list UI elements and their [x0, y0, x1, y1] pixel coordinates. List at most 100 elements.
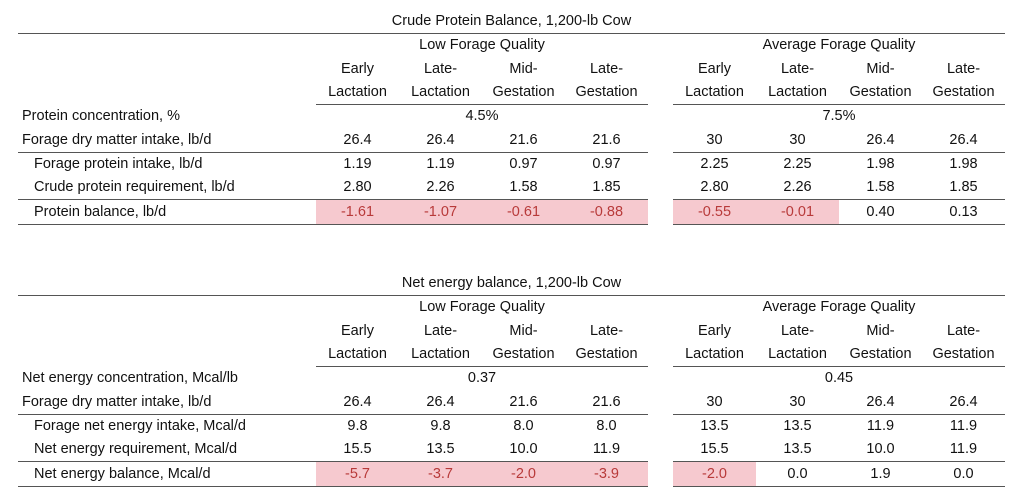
gap-cell	[648, 200, 673, 224]
value-cell: 8.0	[513, 417, 534, 434]
gap-cell	[648, 438, 673, 462]
table-row: Net energy balance, Mcal/d -5.7 -3.7 -2.0 -3…	[18, 461, 1005, 487]
column-header: Lactation	[673, 342, 756, 368]
value-cell: 30	[756, 390, 839, 415]
table-row: Forage dry matter intake, lb/d 26.4 26.4 21…	[18, 390, 1005, 415]
value-cell: 9.8	[430, 417, 451, 434]
value-cell: 1.19	[426, 155, 455, 172]
gap-cell	[648, 128, 673, 152]
gap-cell	[648, 296, 673, 320]
value-cell: 30	[756, 128, 839, 153]
value-cell: 21.6	[482, 390, 565, 415]
column-header: Lactation	[673, 80, 756, 106]
deficit-value-cell: -2.0	[673, 461, 756, 487]
column-header: Late-	[423, 60, 458, 77]
value-cell: 0.97	[509, 155, 538, 172]
value-cell: 0.0	[922, 461, 1005, 487]
column-header: Late-	[780, 322, 815, 339]
column-header: Mid-	[866, 60, 895, 77]
value-cell: 26.4	[316, 128, 399, 153]
column-header: Late-	[423, 322, 458, 339]
value-cell: 15.5	[316, 438, 399, 463]
gap-cell	[648, 390, 673, 414]
gap-cell	[648, 105, 673, 129]
value-cell: 9.8	[347, 417, 368, 434]
column-header: Gestation	[839, 80, 922, 106]
deficit-value-cell: -0.01	[756, 199, 839, 225]
column-header-row: Early Late- Mid- Late- Early Late- Mid- Late-	[18, 320, 1005, 343]
column-header-row: Lactation Lactation Gestation Gestation Lact…	[18, 342, 1005, 368]
concentration-value: 7.5%	[822, 108, 856, 125]
deficit-value-cell: -0.61	[482, 199, 565, 225]
gap-cell	[648, 367, 673, 391]
column-header: Late-	[946, 60, 981, 77]
value-cell: 0.40	[839, 199, 922, 225]
empty-cell	[18, 320, 316, 343]
value-cell: 26.4	[922, 390, 1005, 415]
empty-cell	[18, 58, 316, 81]
group-header: Low Forage Quality	[419, 37, 545, 54]
empty-cell	[18, 81, 316, 105]
value-cell: 8.0	[596, 417, 617, 434]
column-header: Late-	[589, 60, 624, 77]
column-header: Lactation	[399, 80, 482, 106]
column-header: Early	[340, 322, 375, 339]
table-title: Net energy balance, 1,200-lb Cow	[18, 272, 1005, 297]
row-label: Net energy requirement, Mcal/d	[18, 438, 316, 463]
group-header: Average Forage Quality	[762, 37, 916, 54]
value-cell: 2.25	[783, 155, 812, 172]
column-header: Mid-	[509, 60, 538, 77]
value-cell: 15.5	[673, 438, 756, 463]
gap-cell	[648, 176, 673, 200]
value-cell: 1.98	[866, 155, 895, 172]
row-label: Forage dry matter intake, lb/d	[18, 128, 316, 153]
value-cell: 10.0	[839, 438, 922, 463]
deficit-value-cell: -2.0	[482, 461, 565, 487]
net-energy-balance-table: Net energy balance, 1,200-lb Cow Low Fora…	[18, 272, 1005, 487]
column-header: Gestation	[839, 342, 922, 368]
column-header: Lactation	[756, 80, 839, 106]
value-cell: 30	[673, 390, 756, 415]
group-header-row: Low Forage Quality Average Forage Quality	[18, 34, 1005, 58]
value-cell: 13.5	[700, 417, 729, 434]
table-row: Net energy requirement, Mcal/d 15.5 13.5 10…	[18, 438, 1005, 463]
table-row: Forage dry matter intake, lb/d 26.4 26.4 21…	[18, 128, 1005, 153]
value-cell: 13.5	[783, 417, 812, 434]
column-header: Late-	[589, 322, 624, 339]
deficit-value-cell: -0.88	[565, 199, 648, 225]
value-cell: 11.9	[922, 438, 1005, 463]
value-cell: 1.98	[949, 155, 978, 172]
gap-cell	[648, 152, 673, 176]
table-title: Crude Protein Balance, 1,200-lb Cow	[18, 10, 1005, 35]
column-header: Mid-	[866, 322, 895, 339]
gap-cell	[648, 58, 673, 81]
deficit-value-cell: -1.61	[316, 199, 399, 225]
title-row: Crude Protein Balance, 1,200-lb Cow	[18, 10, 1005, 35]
column-header: Lactation	[399, 342, 482, 368]
concentration-row: Protein concentration, % 4.5% 7.5%	[18, 105, 1005, 129]
row-label: Protein concentration, %	[22, 108, 180, 125]
value-cell: 1.58	[839, 176, 922, 201]
value-cell: 13.5	[399, 438, 482, 463]
table-row: Crude protein requirement, lb/d 2.80 2.26 1…	[18, 176, 1005, 201]
value-cell: 2.80	[673, 176, 756, 201]
column-header: Early	[340, 60, 375, 77]
value-cell: 26.4	[839, 390, 922, 415]
value-cell: 0.13	[922, 199, 1005, 225]
gap-cell	[648, 34, 673, 58]
value-cell: 11.9	[565, 438, 648, 463]
value-cell: 26.4	[839, 128, 922, 153]
value-cell: 26.4	[922, 128, 1005, 153]
column-header-row: Lactation Lactation Gestation Gestation Lact…	[18, 80, 1005, 106]
row-label: Net energy balance, Mcal/d	[18, 461, 316, 487]
value-cell: 1.58	[482, 176, 565, 201]
deficit-value-cell: -1.07	[399, 199, 482, 225]
column-header: Late-	[780, 60, 815, 77]
row-label: Crude protein requirement, lb/d	[18, 176, 316, 201]
table-row: Forage net energy intake, Mcal/d 9.8 9.8 8.…	[18, 414, 1005, 438]
title-row: Net energy balance, 1,200-lb Cow	[18, 272, 1005, 297]
column-header: Gestation	[565, 342, 648, 368]
gap-cell	[648, 320, 673, 343]
concentration-row: Net energy concentration, Mcal/lb 0.37 0.4…	[18, 367, 1005, 391]
column-header: Lactation	[316, 80, 399, 106]
